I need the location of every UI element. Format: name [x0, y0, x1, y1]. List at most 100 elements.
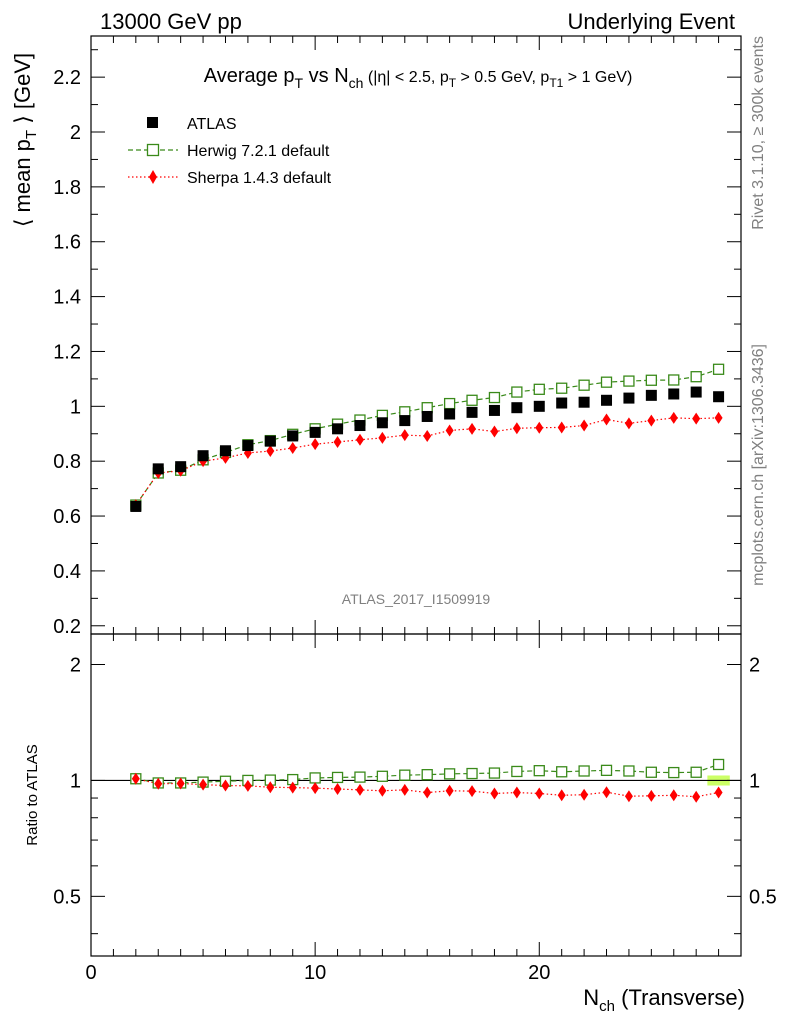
x-tick-label: 0 [85, 962, 96, 984]
sherpa-point [445, 424, 454, 437]
sherpa-point [378, 431, 387, 444]
x-tick-label: 20 [528, 962, 550, 984]
sherpa-ratio-point [602, 786, 611, 799]
sherpa-ratio-point [624, 790, 633, 803]
herwig-ratio-point [533, 765, 545, 777]
sherpa-ratio-point [714, 786, 723, 799]
atlas-point [488, 404, 500, 416]
sherpa-ratio-point [176, 777, 185, 790]
sherpa-ratio-point [580, 788, 589, 801]
ratio-series-marks [130, 758, 725, 803]
main-y-tick-label: 1.4 [53, 287, 81, 309]
main-y-tick-label: 1.2 [53, 341, 81, 363]
ratio-panel: 0.5 0.5 1 1 2 2 0 10 20 Ratio to ATLAS [24, 633, 777, 984]
main-y-tick-label: 1.8 [53, 177, 81, 199]
herwig-ratio-point [668, 766, 680, 779]
main-y-tick-label: 1.6 [53, 232, 81, 254]
header-right: Underlying Event [567, 9, 735, 34]
herwig-ratio-point [376, 770, 389, 782]
sherpa-ratio-point [243, 779, 252, 792]
sherpa-ratio-point [647, 789, 656, 802]
sherpa-ratio-point [266, 781, 275, 794]
mcplots-note: mcplots.cern.ch [arXiv:1306.3436] [750, 344, 767, 586]
sherpa-point [692, 412, 701, 425]
sherpa-point [468, 422, 477, 435]
herwig-ratio-point [331, 771, 344, 784]
ratio-y-tick-label: 0.5 [53, 886, 81, 908]
atlas-point [466, 406, 478, 418]
herwig-point [443, 397, 456, 410]
sherpa-point [669, 411, 678, 424]
atlas-point [354, 420, 366, 432]
sherpa-ratio-point [154, 777, 163, 790]
sherpa-ratio-point [131, 772, 140, 785]
main-series-marks [130, 363, 725, 512]
herwig-point [668, 374, 680, 386]
atlas-point [533, 400, 545, 412]
sherpa-ratio-point [400, 783, 409, 796]
herwig-ratio-point [354, 771, 366, 783]
herwig-ratio-point [690, 766, 702, 778]
sherpa-point [535, 421, 544, 434]
main-y-label: ⟨ mean pT ⟩ [GeV] [10, 53, 40, 227]
atlas-point [645, 389, 657, 401]
x-tick-label: 10 [304, 962, 326, 984]
atlas-point [601, 394, 613, 406]
sherpa-point [580, 419, 589, 432]
atlas-point [219, 445, 231, 457]
main-y-tick-label: 2 [70, 122, 81, 144]
atlas-point [690, 386, 702, 398]
atlas-point [309, 426, 321, 438]
sherpa-ratio-point [355, 783, 364, 796]
atlas-point [152, 463, 164, 475]
atlas-point [197, 450, 209, 462]
ratio-y-tick-label: 2 [70, 654, 81, 676]
herwig-ratio-point [511, 765, 523, 778]
herwig-ratio-point [309, 772, 321, 784]
main-y-tick-label: 0.4 [53, 561, 81, 583]
atlas-point [444, 408, 456, 420]
atlas-point [421, 410, 433, 422]
sherpa-point [423, 429, 432, 442]
rivet-note: Rivet 3.1.10, ≥ 300k events [750, 36, 767, 230]
ratio-x-ticks: 0 10 20 [85, 634, 742, 984]
herwig-ratio-point [556, 766, 568, 778]
legend-sherpa-label: Sherpa 1.4.3 default [187, 170, 332, 187]
sherpa-ratio-point [333, 782, 342, 795]
sherpa-point [512, 422, 521, 435]
legend-herwig-label: Herwig 7.2.1 default [187, 143, 330, 160]
herwig-ratio-point [443, 768, 456, 780]
atlas-point [376, 417, 388, 429]
herwig-point [533, 383, 545, 395]
legend-atlas-marker [147, 117, 158, 128]
atlas-point [264, 435, 276, 447]
herwig-point [511, 386, 523, 398]
main-x-ticks [90, 36, 742, 634]
atlas-point [623, 392, 635, 404]
ratio-y-tick-label: 1 [70, 770, 81, 792]
main-title: Average pT vs Nch (|η| < 2.5, pT > 0.5 G… [204, 65, 633, 91]
atlas-point [130, 500, 142, 512]
atlas-point [332, 423, 344, 435]
herwig-point [690, 371, 702, 383]
sherpa-ratio-point [512, 786, 521, 799]
main-y-tick-label: 0.8 [53, 451, 81, 473]
sherpa-ratio-point [378, 784, 387, 797]
main-y-tick-label: 2.2 [53, 67, 81, 89]
herwig-point [488, 391, 501, 404]
sherpa-ratio-point [221, 779, 230, 792]
sherpa-ratio-point [557, 789, 566, 802]
main-y-tick-label: 1 [70, 396, 81, 418]
herwig-point [600, 376, 613, 388]
herwig-point [578, 379, 590, 391]
sherpa-point [288, 442, 297, 455]
sherpa-ratio-point [311, 782, 320, 795]
sherpa-ratio-point [669, 789, 678, 802]
sherpa-ratio-point [423, 786, 432, 799]
x-axis-label: Nch (Transverse) [583, 985, 745, 1015]
sherpa-point [355, 433, 364, 446]
herwig-point [712, 363, 725, 375]
herwig-ratio-point [623, 765, 635, 777]
atlas-point [556, 397, 568, 409]
